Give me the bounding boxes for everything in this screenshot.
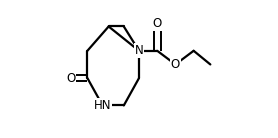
Text: O: O [171,58,180,71]
Text: N: N [135,44,143,57]
Text: O: O [66,72,75,85]
Text: HN: HN [94,99,111,112]
Text: O: O [153,17,162,30]
